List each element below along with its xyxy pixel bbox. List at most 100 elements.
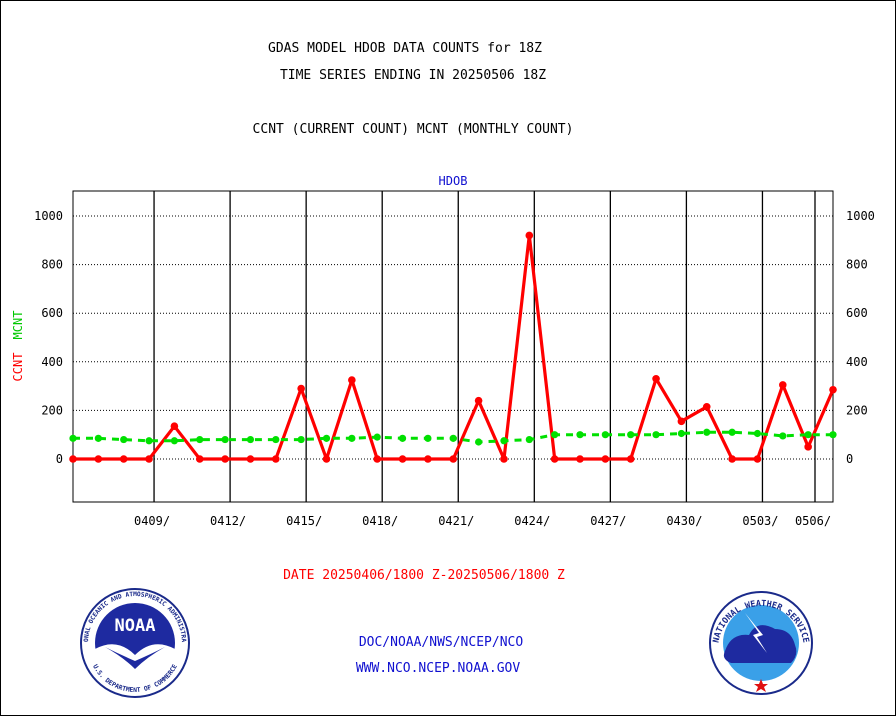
y-tick-label-right: 200 (846, 403, 868, 417)
y-tick-label-right: 1000 (846, 209, 875, 223)
data-point-ccnt (398, 455, 407, 463)
data-point-mcnt (398, 434, 407, 442)
data-point-mcnt (627, 431, 635, 439)
y-tick-label-left: 200 (41, 403, 63, 417)
y-axis-label-ccnt: CCNT (11, 353, 25, 382)
data-point-mcnt (69, 434, 77, 442)
series-line-ccnt (73, 233, 835, 461)
data-point-mcnt (551, 431, 559, 439)
data-point-ccnt (322, 455, 331, 463)
data-point-mcnt (652, 431, 660, 439)
noaa-logo: NOAA NATIONAL OCEANIC AND ATMOSPHERIC AD… (80, 588, 190, 698)
data-point-mcnt (449, 434, 457, 442)
x-tick-label: 0427/ (590, 514, 626, 528)
data-point-mcnt (145, 437, 153, 445)
data-point-mcnt (677, 429, 686, 438)
footer-line-2: WWW.NCO.NCEP.NOAA.GOV (356, 661, 521, 676)
data-point-mcnt (576, 431, 584, 439)
data-point-ccnt (195, 455, 204, 463)
data-point-ccnt (119, 455, 128, 463)
data-point-ccnt (170, 422, 179, 430)
title-line-1: GDAS MODEL HDOB DATA COUNTS for 18Z (268, 41, 542, 56)
data-point-mcnt (120, 435, 128, 444)
data-point-mcnt (703, 428, 711, 436)
y-tick-label-right: 0 (846, 452, 853, 466)
data-point-ccnt (474, 396, 483, 405)
data-point-ccnt (779, 381, 787, 389)
data-point-ccnt (626, 455, 635, 463)
data-point-ccnt (69, 455, 77, 463)
data-point-ccnt (677, 417, 686, 426)
data-point-ccnt (500, 455, 508, 463)
data-point-ccnt (525, 231, 534, 240)
data-point-mcnt (779, 432, 787, 440)
data-point-mcnt (424, 434, 432, 442)
data-point-mcnt (829, 431, 837, 439)
x-tick-label: 0503/ (742, 514, 778, 528)
data-point-mcnt (170, 437, 178, 445)
data-point-mcnt (246, 435, 255, 444)
data-point-mcnt (94, 434, 102, 442)
data-point-ccnt (449, 455, 458, 463)
x-tick-label: 0418/ (362, 514, 398, 528)
data-point-mcnt (728, 428, 736, 436)
star-icon (754, 679, 768, 692)
y-tick-label-right: 600 (846, 306, 868, 320)
data-point-ccnt (753, 455, 762, 463)
y-tick-label-left: 600 (41, 306, 63, 320)
x-tick-label: 0424/ (514, 514, 550, 528)
noaa-logo-text: NOAA (115, 616, 156, 636)
data-point-ccnt (424, 455, 432, 463)
data-point-ccnt (702, 402, 711, 411)
footer-line-1: DOC/NOAA/NWS/NCEP/NCO (359, 635, 524, 650)
x-axis-label: DATE 20250406/1800 Z-20250506/1800 Z (283, 568, 565, 583)
count-legend-line: CCNT (CURRENT COUNT) MCNT (MONTHLY COUNT… (253, 122, 574, 137)
data-point-mcnt (348, 434, 356, 442)
data-point-ccnt (804, 443, 812, 451)
data-point-mcnt (373, 433, 381, 441)
data-point-ccnt (550, 455, 559, 463)
data-point-ccnt (373, 455, 382, 463)
plot-area (72, 190, 834, 503)
data-point-ccnt (652, 375, 660, 383)
x-tick-label: 0430/ (666, 514, 702, 528)
data-point-ccnt (297, 384, 305, 393)
y-tick-label-left: 1000 (34, 209, 63, 223)
data-point-mcnt (753, 429, 762, 438)
data-point-ccnt (94, 455, 103, 463)
title-line-2: TIME SERIES ENDING IN 20250506 18Z (280, 68, 546, 83)
y-tick-label-left: 0 (56, 452, 63, 466)
data-point-ccnt (272, 455, 280, 463)
x-tick-label: 0415/ (286, 514, 322, 528)
y-axis-label-mcnt: MCNT (11, 311, 25, 340)
data-point-ccnt (221, 455, 229, 463)
x-tick-label: 0409/ (134, 514, 170, 528)
data-point-mcnt (525, 435, 533, 444)
data-point-ccnt (145, 455, 153, 463)
x-tick-label: 0412/ (210, 514, 246, 528)
data-point-ccnt (601, 455, 610, 463)
data-point-ccnt (576, 455, 584, 463)
y-tick-label-left: 400 (41, 355, 63, 369)
data-point-ccnt (829, 385, 837, 394)
y-tick-label-left: 800 (41, 258, 63, 272)
y-tick-label-right: 400 (846, 355, 868, 369)
nws-logo: NATIONAL WEATHER SERVICE (709, 591, 813, 695)
data-point-mcnt (221, 435, 229, 444)
chart-title: HDOB (439, 174, 468, 188)
data-point-ccnt (348, 376, 356, 384)
data-point-mcnt (804, 431, 812, 439)
y-tick-labels: 0 0 200 200 400 400 600 600 800 800 1000 1000 (34, 209, 875, 466)
x-tick-label: 0506/ (795, 514, 831, 528)
y-tick-label-right: 800 (846, 258, 868, 272)
x-tick-labels: 0409/0412/0415/0418/0421/0424/0427/0430/… (134, 514, 831, 528)
data-point-mcnt (297, 435, 305, 444)
data-point-mcnt (322, 434, 331, 442)
data-point-ccnt (728, 455, 736, 463)
data-point-mcnt (500, 437, 508, 445)
data-point-mcnt (475, 438, 483, 446)
data-point-mcnt (601, 431, 609, 439)
data-point-mcnt (196, 435, 204, 444)
